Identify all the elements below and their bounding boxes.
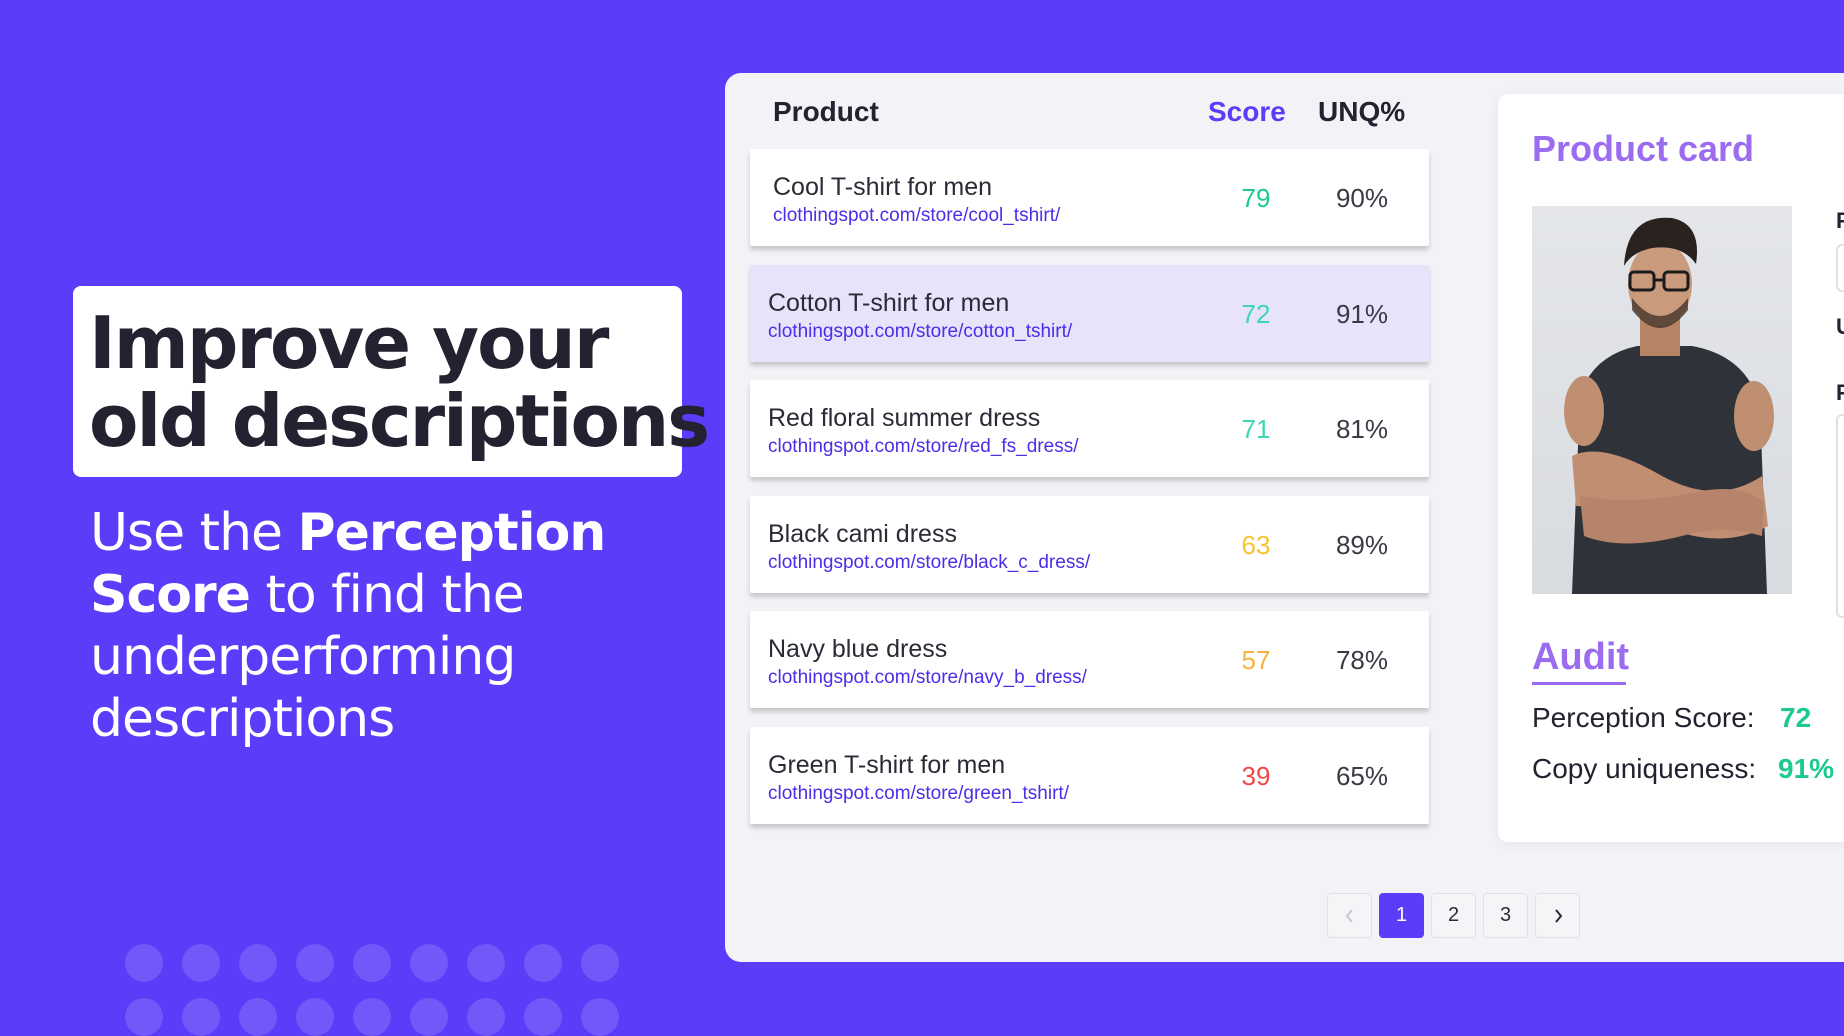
decorative-dot [296,998,334,1036]
table-row[interactable]: Green T-shirt for men clothingspot.com/st… [750,727,1429,824]
table-row[interactable]: Navy blue dress clothingspot.com/store/na… [750,611,1429,708]
headline-line-2: old descriptions [89,379,710,463]
score-value: 57 [1241,645,1271,675]
decorative-dot [125,944,163,982]
decorative-dot [239,998,277,1036]
unq-value: 78% [1335,645,1389,675]
decorative-dot [524,944,562,982]
decorative-dot [410,944,448,982]
chevron-right-icon[interactable] [1535,893,1580,938]
decorative-dot [581,998,619,1036]
decorative-dot [182,944,220,982]
decorative-dot [410,998,448,1036]
column-header-product[interactable]: Product [773,96,879,127]
side-label-3: F [1836,380,1844,405]
product-name: Navy blue dress [768,635,948,663]
product-card-title: Product card [1532,128,1755,169]
decorative-dot [296,944,334,982]
table-row[interactable]: Cotton T-shirt for men clothingspot.com/s… [750,265,1429,362]
audit-underline [1532,682,1626,685]
side-label-1: P [1836,208,1844,233]
product-url-link[interactable]: clothingspot.com/store/black_c_dress/ [768,552,1091,573]
page-button-1[interactable]: 1 [1379,893,1424,938]
product-photo [1532,206,1792,594]
unq-value: 91% [1335,299,1389,329]
decorative-dot [182,998,220,1036]
page-button-2[interactable]: 2 [1431,893,1476,938]
side-label-2: U [1836,314,1844,339]
decorative-dot [125,998,163,1036]
table-row[interactable]: Red floral summer dress clothingspot.com/… [750,380,1429,477]
unq-value: 89% [1335,530,1389,560]
decorative-dot [467,944,505,982]
table-row[interactable]: Black cami dress clothingspot.com/store/b… [750,496,1429,593]
decorative-dot [239,944,277,982]
decorative-dot [353,998,391,1036]
subheadline: Use the Perception Score to find the und… [90,502,650,750]
score-value: 72 [1241,299,1271,329]
unq-value: 81% [1335,414,1389,444]
subheadline-bold: Perception Score [90,503,606,625]
product-url-link[interactable]: clothingspot.com/store/cotton_tshirt/ [768,321,1073,342]
decorative-dot [353,944,391,982]
product-name: Red floral summer dress [768,404,1041,432]
column-header-unq[interactable]: UNQ% [1318,96,1406,127]
score-value: 79 [1241,183,1271,213]
copy-uniqueness-value: 91% [1778,753,1835,784]
decorative-dot [524,998,562,1036]
decorative-dot [467,998,505,1036]
product-name: Cool T-shirt for men [773,173,993,201]
product-name: Green T-shirt for men [768,751,1006,779]
decorative-dot [581,944,619,982]
product-url-link[interactable]: clothingspot.com/store/navy_b_dress/ [768,667,1087,688]
product-name: Black cami dress [768,520,957,548]
side-field-2[interactable] [1836,414,1844,618]
perception-score-value: 72 [1780,702,1812,733]
headline-line-1: Improve your [89,301,609,385]
subheadline-post: to find the underperforming descriptions [90,565,525,749]
copy-uniqueness-label: Copy uniqueness: [1532,753,1757,784]
perception-score-label: Perception Score: [1532,702,1755,733]
table-row[interactable]: Cool T-shirt for men clothingspot.com/sto… [750,149,1429,246]
product-url-link[interactable]: clothingspot.com/store/green_tshirt/ [768,783,1069,804]
page-button-3[interactable]: 3 [1483,893,1528,938]
unq-value: 65% [1335,761,1389,791]
chevron-left-icon[interactable] [1327,893,1372,938]
score-value: 39 [1241,761,1271,791]
product-url-link[interactable]: clothingspot.com/store/cool_tshirt/ [773,205,1061,226]
product-url-link[interactable]: clothingspot.com/store/red_fs_dress/ [768,436,1079,457]
score-value: 63 [1241,530,1271,560]
headline-box: Improve your old descriptions [73,286,710,477]
subheadline-pre: Use the [90,503,298,563]
column-header-score[interactable]: Score [1208,96,1286,127]
side-field-1[interactable] [1836,244,1844,292]
unq-value: 90% [1335,183,1389,213]
product-name: Cotton T-shirt for men [768,289,1010,317]
audit-title: Audit [1532,636,1630,678]
score-value: 71 [1241,414,1271,444]
